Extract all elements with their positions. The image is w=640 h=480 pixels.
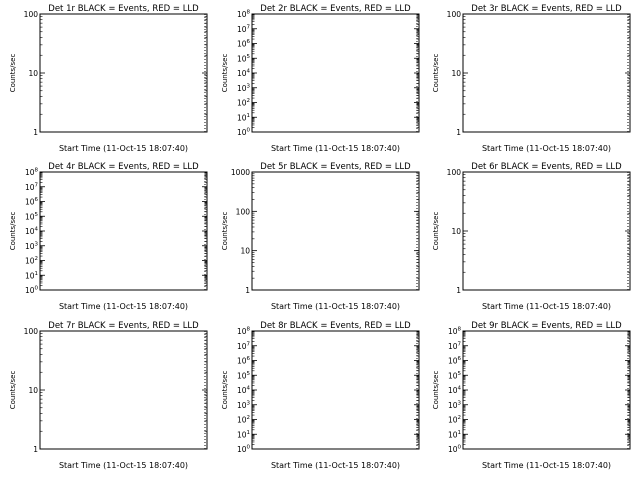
- y-axis-label: Counts/sec: [221, 212, 229, 251]
- y-tick-label: 100: [25, 286, 39, 296]
- panel-title: Det 7r BLACK = Events, RED = LLD: [48, 321, 199, 331]
- x-axis-label: Start Time (11-Oct-15 18:07:40): [59, 144, 188, 153]
- plot-frame: [39, 13, 208, 133]
- panel-title: Det 8r BLACK = Events, RED = LLD: [260, 321, 411, 331]
- y-tick-label: 108: [237, 327, 251, 337]
- detector-panel-6: Det 6r BLACK = Events, RED = LLD11010018…: [432, 162, 631, 311]
- y-tick-label: 101: [237, 113, 250, 123]
- y-tick-label: 100: [447, 10, 462, 19]
- y-tick-label: 104: [237, 386, 251, 396]
- y-tick-label: 106: [237, 39, 251, 49]
- y-tick-label: 100: [447, 168, 462, 177]
- y-tick-label: 100: [236, 207, 251, 216]
- y-tick-label: 103: [25, 241, 39, 251]
- y-axis-label: Counts/sec: [221, 54, 229, 93]
- y-tick-label: 103: [448, 400, 462, 410]
- y-tick-label: 101: [25, 271, 38, 281]
- y-tick-label: 103: [237, 400, 251, 410]
- y-tick-label: 105: [237, 54, 251, 64]
- plot-frame: [39, 330, 208, 450]
- plot-frame: [251, 171, 420, 291]
- y-tick-label: 105: [237, 371, 251, 381]
- y-tick-label: 1: [456, 128, 461, 137]
- detector-panel-3: Det 3r BLACK = Events, RED = LLD11010018…: [432, 4, 631, 153]
- y-tick-label: 10: [28, 69, 38, 78]
- x-axis-label: Start Time (11-Oct-15 18:07:40): [482, 144, 611, 153]
- y-tick-label: 106: [448, 356, 462, 366]
- y-tick-label: 102: [448, 415, 461, 425]
- y-tick-label: 1000: [231, 168, 250, 177]
- panel-title: Det 2r BLACK = Events, RED = LLD: [260, 4, 411, 14]
- detector-panel-4: Det 4r BLACK = Events, RED = LLD 100 101 10…: [9, 162, 208, 311]
- y-tick-label: 104: [237, 69, 251, 79]
- panel-title: Det 3r BLACK = Events, RED = LLD: [471, 4, 622, 14]
- plot-frame: [39, 171, 208, 291]
- detector-panel-9: Det 9r BLACK = Events, RED = LLD 100 101 10…: [432, 321, 631, 470]
- plot-frame: [462, 330, 631, 450]
- x-axis-label: Start Time (11-Oct-15 18:07:40): [271, 144, 400, 153]
- y-tick-label: 105: [25, 212, 39, 222]
- y-tick-label: 104: [448, 386, 462, 396]
- plot-frame: [462, 171, 631, 291]
- y-tick-label: 101: [237, 430, 250, 440]
- panel-title: Det 4r BLACK = Events, RED = LLD: [48, 162, 199, 172]
- y-tick-label: 100: [237, 445, 251, 455]
- y-tick-label: 10: [28, 386, 38, 395]
- y-tick-label: 107: [448, 341, 462, 351]
- y-axis-label: Counts/sec: [432, 371, 440, 410]
- y-axis-label: Counts/sec: [432, 54, 440, 93]
- plot-frame: [251, 330, 420, 450]
- x-axis-label: Start Time (11-Oct-15 18:07:40): [271, 461, 400, 470]
- panel-title: Det 9r BLACK = Events, RED = LLD: [471, 321, 622, 331]
- detector-panel-7: Det 7r BLACK = Events, RED = LLD11010018…: [9, 321, 208, 470]
- y-axis-label: Counts/sec: [9, 212, 17, 251]
- y-tick-label: 1: [245, 286, 250, 295]
- detector-panel-5: Det 5r BLACK = Events, RED = LLD 1 10 100 10…: [221, 162, 420, 311]
- panel-title: Det 6r BLACK = Events, RED = LLD: [471, 162, 622, 172]
- plot-frame: [251, 13, 420, 133]
- y-tick-label: 102: [25, 256, 38, 266]
- y-tick-label: 106: [237, 356, 251, 366]
- y-axis-label: Counts/sec: [9, 54, 17, 93]
- y-tick-label: 10: [240, 247, 250, 256]
- y-tick-label: 108: [25, 168, 39, 178]
- x-axis-label: Start Time (11-Oct-15 18:07:40): [59, 302, 188, 311]
- y-tick-label: 10: [451, 227, 461, 236]
- y-axis-label: Counts/sec: [432, 212, 440, 251]
- detector-panel-8: Det 8r BLACK = Events, RED = LLD 100 101 10…: [221, 321, 420, 470]
- y-axis-label: Counts/sec: [9, 371, 17, 410]
- detector-panel-1: Det 1r BLACK = Events, RED = LLD11010018…: [9, 4, 208, 153]
- x-axis-label: Start Time (11-Oct-15 18:07:40): [59, 461, 188, 470]
- y-tick-label: 107: [237, 341, 251, 351]
- panel-title: Det 5r BLACK = Events, RED = LLD: [260, 162, 411, 172]
- y-tick-label: 10: [451, 69, 461, 78]
- y-tick-label: 100: [448, 445, 462, 455]
- x-axis-label: Start Time (11-Oct-15 18:07:40): [482, 461, 611, 470]
- y-tick-label: 102: [237, 98, 250, 108]
- y-tick-label: 107: [25, 182, 39, 192]
- detector-panel-2: Det 2r BLACK = Events, RED = LLD 100 101 10…: [221, 4, 420, 153]
- panel-title: Det 1r BLACK = Events, RED = LLD: [48, 4, 199, 14]
- x-axis-label: Start Time (11-Oct-15 18:07:40): [271, 302, 400, 311]
- y-tick-label: 100: [237, 128, 251, 138]
- y-tick-label: 103: [237, 83, 251, 93]
- y-tick-label: 108: [448, 327, 462, 337]
- y-tick-label: 106: [25, 197, 39, 207]
- y-tick-label: 1: [33, 445, 38, 454]
- y-tick-label: 105: [448, 371, 462, 381]
- y-tick-label: 1: [33, 128, 38, 137]
- plot-frame: [462, 13, 631, 133]
- y-axis-label: Counts/sec: [221, 371, 229, 410]
- y-tick-label: 104: [25, 227, 39, 237]
- y-tick-label: 100: [24, 10, 39, 19]
- y-tick-label: 107: [237, 24, 251, 34]
- y-tick-label: 102: [237, 415, 250, 425]
- y-tick-label: 101: [448, 430, 461, 440]
- y-tick-label: 100: [24, 327, 39, 336]
- x-axis-label: Start Time (11-Oct-15 18:07:40): [482, 302, 611, 311]
- y-tick-label: 108: [237, 10, 251, 20]
- y-tick-label: 1: [456, 286, 461, 295]
